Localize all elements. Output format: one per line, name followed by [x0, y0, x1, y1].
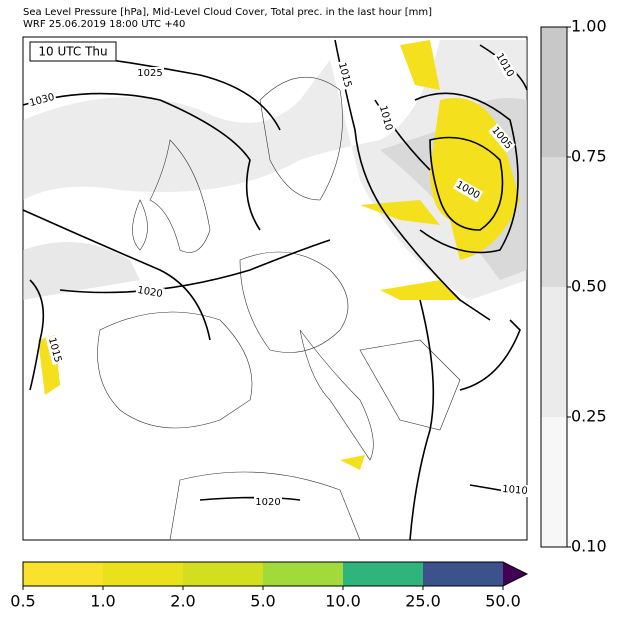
isobar-label-bg [376, 102, 396, 134]
tick-label: 0.10 [571, 537, 607, 556]
time-label: 10 UTC Thu [38, 45, 107, 59]
subtitle: WRF 25.06.2019 18:00 UTC +40 [23, 19, 185, 30]
tick-label: 0.75 [571, 147, 607, 166]
isobar-label-bg [45, 334, 65, 366]
isobar-label: 1020 [255, 497, 280, 508]
colorbar-band [183, 562, 263, 586]
colorbar-extend [503, 562, 527, 586]
colorbar-band [541, 287, 567, 417]
title: Sea Level Pressure [hPa], Mid-Level Clou… [23, 7, 432, 18]
tick-label: 10.0 [325, 592, 361, 611]
isobar-label: 1010 [502, 484, 528, 497]
colorbar-frame [22, 561, 529, 587]
tick-label: 0.5 [10, 592, 35, 611]
tick-label: 1.00 [571, 17, 607, 36]
isobar-label-bg [135, 283, 165, 301]
coastlines [97, 76, 461, 541]
tick-label: 2.0 [170, 592, 195, 611]
isobar-label-bg [492, 49, 518, 81]
isobar-label-bg [335, 59, 355, 91]
tick-label: 25.0 [405, 592, 441, 611]
isobar-label-bg [254, 496, 282, 508]
precip-colorbar: 0.5 1.0 2.0 5.0 10.0 25.0 50.0 [10, 561, 529, 611]
cloud-colorbar: 0.10 0.25 0.50 0.75 1.00 [540, 17, 607, 556]
map: 1025103010151010101010051000102010151020… [22, 36, 530, 541]
colorbar-band [541, 157, 567, 287]
isobar-label-bg [26, 90, 58, 110]
isobar-label-bg [452, 177, 484, 203]
colorbar-band [541, 27, 567, 157]
isobar-label: 1025 [137, 68, 162, 79]
isobar-label: 1020 [136, 285, 163, 300]
time-box [29, 41, 117, 62]
tick-label: 0.50 [571, 277, 607, 296]
colorbar-band [103, 562, 183, 586]
isobar-label-bg [500, 482, 530, 498]
tick-label: 0.25 [571, 407, 607, 426]
isobar-label-bg [488, 123, 516, 153]
tick-label: 5.0 [250, 592, 275, 611]
colorbar-band [343, 562, 423, 586]
colorbar-band [263, 562, 343, 586]
colorbar-band [23, 562, 103, 586]
colorbar-band [423, 562, 503, 586]
tick-label: 1.0 [90, 592, 115, 611]
isobar-label-bg [136, 67, 164, 79]
tick-label: 50.0 [485, 592, 521, 611]
colorbar-band [541, 417, 567, 547]
